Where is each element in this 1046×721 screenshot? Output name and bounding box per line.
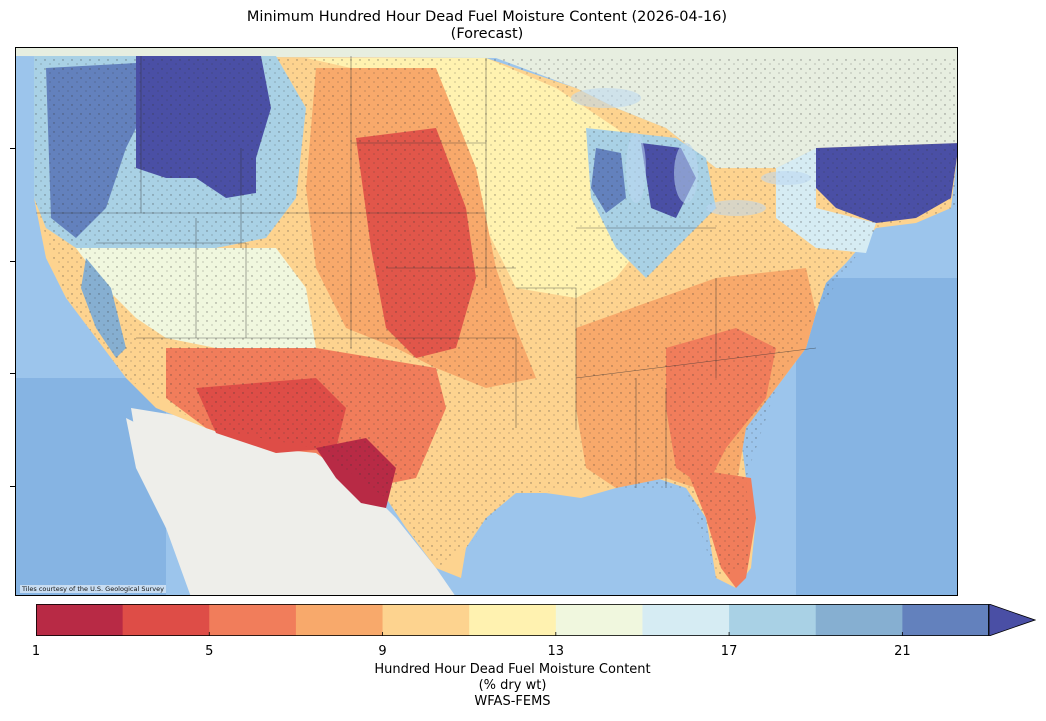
colorbar-frame (36, 604, 989, 636)
colorbar-segment (382, 604, 470, 636)
colorbar-segment (122, 604, 210, 636)
colorbar-segment (555, 604, 643, 636)
colorbar-segment (36, 604, 124, 636)
great-lakes (571, 88, 811, 216)
colorbar-segment (209, 604, 297, 636)
mexico-land (131, 408, 455, 595)
colorbar-label-line-2: (% dry wt) (478, 678, 547, 693)
colorbar-segment (815, 604, 903, 636)
title-line-2: (Forecast) (450, 26, 524, 42)
colorbar-label-line-3: WFAS-FEMS (474, 694, 551, 709)
colorbar-tick-label: 5 (205, 644, 214, 659)
colorbar-label: Hundred Hour Dead Fuel Moisture Content … (36, 662, 989, 710)
colorbar-tick-label: 21 (894, 644, 911, 659)
colorbar-segment (902, 604, 990, 636)
axis-tick (10, 373, 15, 374)
map-canvas (16, 48, 957, 595)
colorbar-label-line-1: Hundred Hour Dead Fuel Moisture Content (374, 662, 651, 677)
colorbar-tick-label: 17 (720, 644, 738, 659)
fuel-moisture-map[interactable]: Tiles courtesy of the U.S. Geological Su… (15, 47, 958, 596)
title-line-1: Minimum Hundred Hour Dead Fuel Moisture … (246, 9, 728, 25)
map-attribution: Tiles courtesy of the U.S. Geological Su… (20, 585, 166, 593)
chart-title: Minimum Hundred Hour Dead Fuel Moisture … (0, 9, 974, 43)
colorbar-segment (469, 604, 557, 636)
colorbar-segment (295, 604, 384, 636)
colorbar (36, 604, 1036, 636)
colorbar-tick-label: 1 (31, 644, 41, 659)
colorbar-extend-arrow (988, 604, 1036, 636)
axis-tick (10, 486, 15, 487)
colorbar-tick-label: 9 (378, 644, 387, 659)
colorbar-tick-label: 13 (547, 644, 565, 659)
colorbar-segment (729, 604, 817, 636)
baja (126, 418, 181, 528)
axis-tick (10, 148, 15, 149)
atlantic-dark (796, 278, 957, 595)
colorbar-segment (642, 604, 730, 636)
axis-tick (10, 261, 15, 262)
state-boundaries (36, 56, 817, 488)
stippling (34, 56, 957, 578)
